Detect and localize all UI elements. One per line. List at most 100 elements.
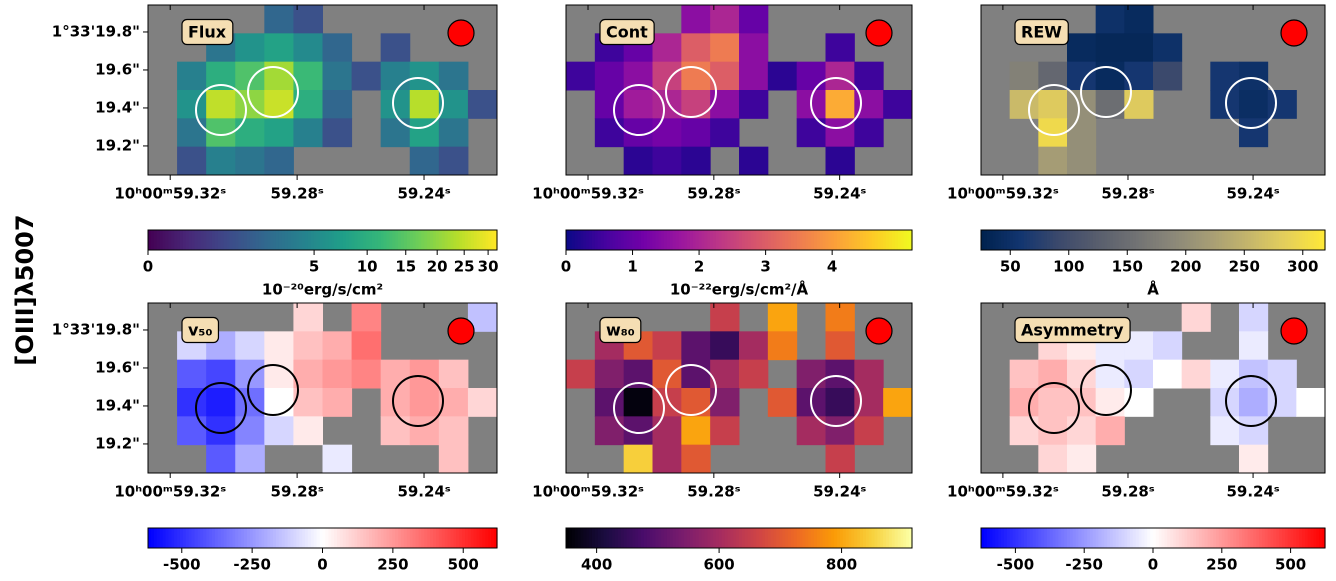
pixel bbox=[206, 388, 236, 417]
y-tick-label: 19.2" bbox=[95, 136, 140, 154]
pixel bbox=[710, 5, 739, 34]
colorbar-tick-label: 100 bbox=[1053, 258, 1084, 276]
pixel bbox=[1153, 62, 1182, 91]
pixel bbox=[1239, 416, 1268, 445]
pixel bbox=[1239, 62, 1268, 91]
pixel bbox=[264, 33, 294, 62]
pixel bbox=[653, 33, 682, 62]
pixel bbox=[1239, 118, 1268, 147]
pixel bbox=[1096, 5, 1125, 34]
psf-marker bbox=[1281, 20, 1307, 46]
pixel bbox=[439, 445, 469, 474]
pixel bbox=[595, 416, 624, 445]
pixel bbox=[566, 62, 595, 91]
x-tick-label: 59.28ˢ bbox=[1101, 185, 1154, 203]
x-tick-label: 10ʰ00ᵐ59.32ˢ bbox=[947, 483, 1059, 501]
pixel bbox=[1153, 331, 1182, 360]
pixel bbox=[624, 445, 653, 474]
pixel bbox=[768, 62, 797, 91]
colorbar-label: 10⁻²⁰erg/s/cm² bbox=[262, 281, 383, 299]
pixel bbox=[1182, 303, 1211, 332]
pixel bbox=[410, 62, 440, 91]
pixel bbox=[653, 118, 682, 147]
pixel bbox=[768, 388, 797, 417]
pixel bbox=[235, 147, 265, 176]
pixel bbox=[653, 445, 682, 474]
pixel bbox=[235, 33, 265, 62]
pixel bbox=[352, 303, 382, 332]
pixel bbox=[710, 118, 739, 147]
pixel bbox=[826, 331, 855, 360]
pixel bbox=[235, 360, 265, 389]
pixel bbox=[595, 118, 624, 147]
pixel bbox=[381, 33, 411, 62]
x-tick-label: 10ʰ00ᵐ59.32ˢ bbox=[114, 185, 226, 203]
pixel bbox=[1239, 331, 1268, 360]
colorbar-tick-label: -500 bbox=[163, 556, 201, 574]
pixel bbox=[264, 331, 294, 360]
colorbar-tick-label: -250 bbox=[233, 556, 271, 574]
pixel bbox=[410, 388, 440, 417]
pixel bbox=[1096, 62, 1125, 91]
pixel bbox=[206, 445, 236, 474]
x-tick-label: 59.28ˢ bbox=[1101, 483, 1154, 501]
pixel bbox=[1124, 33, 1153, 62]
pixel bbox=[352, 360, 382, 389]
pixel bbox=[595, 360, 624, 389]
colorbar-label: Å bbox=[1147, 280, 1159, 299]
pixel bbox=[410, 147, 440, 176]
pixel bbox=[681, 90, 710, 119]
colorbar-tick-label: 15 bbox=[395, 258, 416, 276]
x-tick-label: 10ʰ00ᵐ59.32ˢ bbox=[947, 185, 1059, 203]
pixel bbox=[681, 118, 710, 147]
colorbar-tick-label: 20 bbox=[427, 258, 448, 276]
pixel bbox=[1124, 360, 1153, 389]
pixel bbox=[235, 62, 265, 91]
pixel bbox=[1067, 147, 1096, 176]
pixel bbox=[177, 118, 207, 147]
pixel bbox=[681, 445, 710, 474]
pixel bbox=[1096, 416, 1125, 445]
pixel bbox=[768, 331, 797, 360]
panel-title: REW bbox=[1021, 23, 1062, 42]
pixel bbox=[826, 388, 855, 417]
pixel bbox=[566, 360, 595, 389]
pixel bbox=[439, 118, 469, 147]
pixel bbox=[264, 118, 294, 147]
pixel bbox=[710, 90, 739, 119]
colorbar-tick-label: 250 bbox=[377, 556, 408, 574]
colorbar-tick-label: 3 bbox=[760, 258, 770, 276]
colorbar-tick-label: 0 bbox=[317, 556, 327, 574]
pixel bbox=[739, 5, 768, 34]
pixel bbox=[1096, 388, 1125, 417]
pixel bbox=[293, 33, 323, 62]
pixel bbox=[1096, 90, 1125, 119]
pixel bbox=[1124, 62, 1153, 91]
pixel bbox=[323, 90, 353, 119]
pixel bbox=[1038, 388, 1067, 417]
pixel bbox=[1296, 388, 1325, 417]
pixel bbox=[710, 416, 739, 445]
pixel bbox=[653, 416, 682, 445]
panel-title-group: v₅₀ bbox=[182, 318, 218, 343]
y-tick-label: 1°33'19.8" bbox=[52, 320, 140, 338]
pixel bbox=[323, 33, 353, 62]
pixel bbox=[206, 147, 236, 176]
colorbar-tick-label: 10 bbox=[357, 258, 378, 276]
pixel bbox=[177, 147, 207, 176]
colorbar-tick-label: -250 bbox=[1065, 556, 1103, 574]
x-tick-label: 59.24ˢ bbox=[397, 483, 450, 501]
pixel bbox=[1210, 360, 1239, 389]
pixel bbox=[323, 331, 353, 360]
x-tick-label: 10ʰ00ᵐ59.32ˢ bbox=[532, 185, 644, 203]
pixel bbox=[739, 90, 768, 119]
colorbar-tick-label: 50 bbox=[1000, 258, 1021, 276]
pixel bbox=[854, 360, 883, 389]
panel-title: w₈₀ bbox=[606, 321, 635, 340]
colorbar-tick-label: 5 bbox=[309, 258, 319, 276]
pixel bbox=[1038, 445, 1067, 474]
pixel bbox=[1067, 416, 1096, 445]
psf-marker bbox=[448, 318, 474, 344]
pixel bbox=[468, 388, 498, 417]
pixel bbox=[264, 147, 294, 176]
